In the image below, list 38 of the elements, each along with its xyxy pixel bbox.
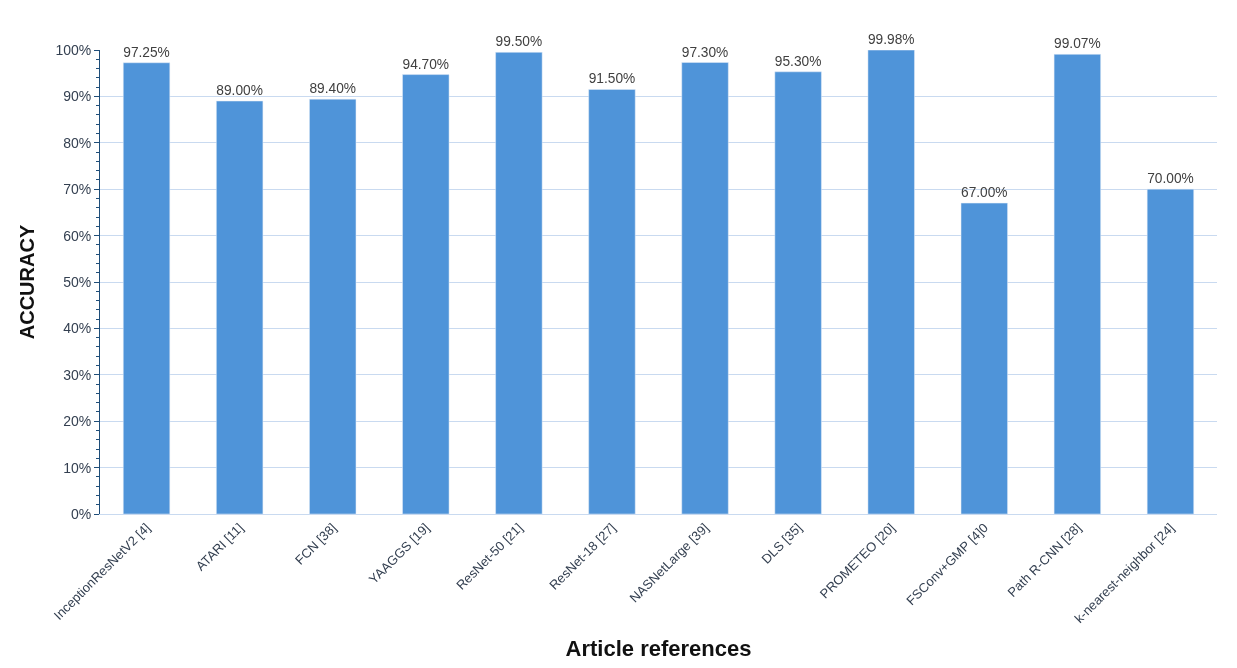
bar [1053, 54, 1101, 514]
y-tick-label: 20% [63, 413, 92, 430]
bar [774, 71, 822, 514]
data-label: 91.50% [588, 71, 636, 87]
bar [495, 52, 543, 514]
data-label: 97.25% [123, 44, 170, 60]
data-label: 95.30% [774, 53, 822, 69]
bar [216, 100, 264, 514]
y-tick-label: 50% [63, 273, 92, 290]
y-tick-label: 40% [63, 320, 92, 337]
y-axis-title: ACCURACY [15, 224, 38, 340]
data-label: 97.30% [681, 44, 729, 60]
y-tick-label: 90% [63, 88, 92, 105]
data-label: 99.98% [867, 32, 915, 48]
y-tick-label: 100% [55, 41, 92, 58]
data-label: 89.00% [216, 83, 263, 99]
x-axis-title: Article references [565, 635, 752, 661]
data-label: 67.00% [961, 185, 1008, 201]
y-tick-label: 10% [63, 459, 92, 476]
bar [867, 50, 915, 514]
bar [309, 98, 357, 514]
bar [123, 62, 171, 514]
data-label: 94.70% [402, 56, 450, 72]
data-label: 89.40% [309, 81, 356, 97]
bar [402, 74, 450, 514]
bar [1146, 188, 1194, 514]
y-tick-label: 30% [63, 366, 92, 383]
data-label: 99.50% [495, 34, 543, 50]
y-tick-label: 0% [70, 505, 92, 522]
y-tick-label: 60% [63, 227, 92, 244]
x-tick-label: DLS [35] [758, 520, 805, 567]
bar [681, 62, 729, 514]
y-tick-label: 80% [63, 134, 92, 151]
data-label: 70.00% [1147, 171, 1194, 187]
bar [960, 202, 1008, 514]
bar [588, 89, 636, 514]
y-tick-label: 70% [63, 181, 92, 198]
data-label: 99.07% [1054, 36, 1101, 52]
